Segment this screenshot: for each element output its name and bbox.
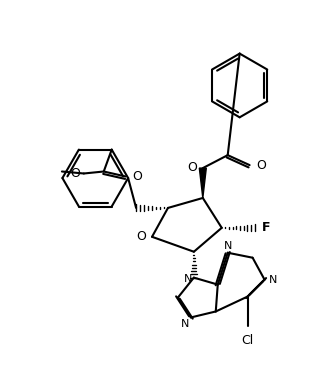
Text: O: O (187, 161, 197, 174)
Text: N: N (269, 275, 277, 285)
Text: N: N (184, 274, 192, 283)
Text: Cl: Cl (241, 335, 254, 347)
Text: O: O (136, 230, 146, 243)
Polygon shape (199, 168, 206, 198)
Text: N: N (180, 319, 189, 330)
Text: O: O (256, 158, 266, 171)
Text: F: F (262, 221, 270, 234)
Text: N: N (223, 241, 232, 251)
Text: O: O (133, 170, 143, 183)
Text: O: O (70, 167, 80, 180)
